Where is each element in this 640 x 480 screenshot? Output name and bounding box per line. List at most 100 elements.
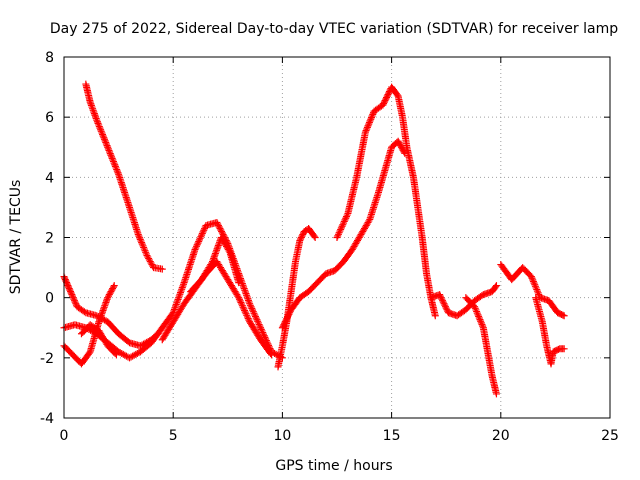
data-point [243,293,251,301]
data-point [102,138,110,146]
data-point [245,298,253,306]
data-point [384,91,392,99]
data-point [383,92,391,100]
data-point [178,284,186,292]
data-point [106,289,114,297]
data-point [251,311,259,319]
data-point [113,166,121,174]
data-point [112,351,120,359]
data-point [101,137,109,145]
data-point [198,229,206,237]
data-point [246,301,254,309]
data-point [476,316,484,324]
data-point [195,236,203,244]
data-point [100,135,108,143]
data-point [478,321,486,329]
data-point [191,246,199,254]
data-point [143,252,151,260]
data-point [241,288,249,296]
x-tick-label: 20 [492,428,510,444]
data-point [217,226,225,234]
data-point [369,110,377,118]
data-point [380,98,388,106]
data-point [172,302,180,310]
y-tick-label: 6 [45,110,54,126]
data-point [61,276,69,284]
y-tick-label: -2 [40,351,54,367]
data-point [244,296,252,304]
data-point [436,291,444,299]
data-point [144,253,152,261]
data-point [342,214,350,222]
data-point [477,317,485,325]
data-point [242,290,250,298]
data-point [443,306,451,314]
data-point [247,303,255,311]
data-point [532,284,540,292]
data-point [475,312,483,320]
data-point [479,322,487,330]
data-point [240,285,248,293]
data-point [365,217,373,225]
data-point [381,97,389,105]
data-point [284,312,292,320]
data-point [257,324,265,332]
data-point [194,239,202,247]
data-point [85,349,93,357]
data-point [235,279,243,287]
data-point [257,325,265,333]
series-s12 [462,294,500,398]
data-point [142,250,150,258]
data-point [95,123,103,131]
data-point [492,390,500,398]
data-point [361,128,369,136]
data-point [282,316,290,324]
data-point [237,298,245,306]
y-tick-label: 4 [45,170,54,186]
data-point [363,125,371,133]
data-point [72,300,80,308]
data-point [259,330,267,338]
data-point [61,274,69,282]
data-point [109,285,117,293]
data-point [531,281,539,289]
data-point [80,308,88,316]
data-point [280,321,288,329]
data-point [176,289,184,297]
data-point [225,247,233,255]
data-point [201,225,209,233]
data-point [338,222,346,230]
data-point [245,316,253,324]
data-point [560,345,568,353]
data-point [104,145,112,153]
data-point [286,309,294,317]
data-point [111,161,119,169]
data-point [431,312,439,320]
data-point [126,354,134,362]
data-point [239,281,247,289]
data-point [240,305,248,313]
data-point [174,295,182,303]
data-point [99,131,107,139]
data-point [559,311,567,319]
data-point [67,289,75,297]
data-point [529,276,537,284]
axis-ticks [63,56,611,419]
data-point [244,315,252,323]
data-point [113,167,121,175]
data-point [471,304,479,312]
data-point [342,213,350,221]
data-point [127,353,135,361]
data-point [97,126,105,134]
data-point [278,324,286,332]
data-point [173,299,181,307]
data-point [140,245,148,253]
data-point [440,300,448,308]
series-s2 [60,273,162,350]
data-point [158,265,166,273]
data-point [142,248,150,256]
data-point [266,349,274,357]
data-point [119,350,127,358]
data-point [104,143,112,151]
data-point [256,322,264,330]
